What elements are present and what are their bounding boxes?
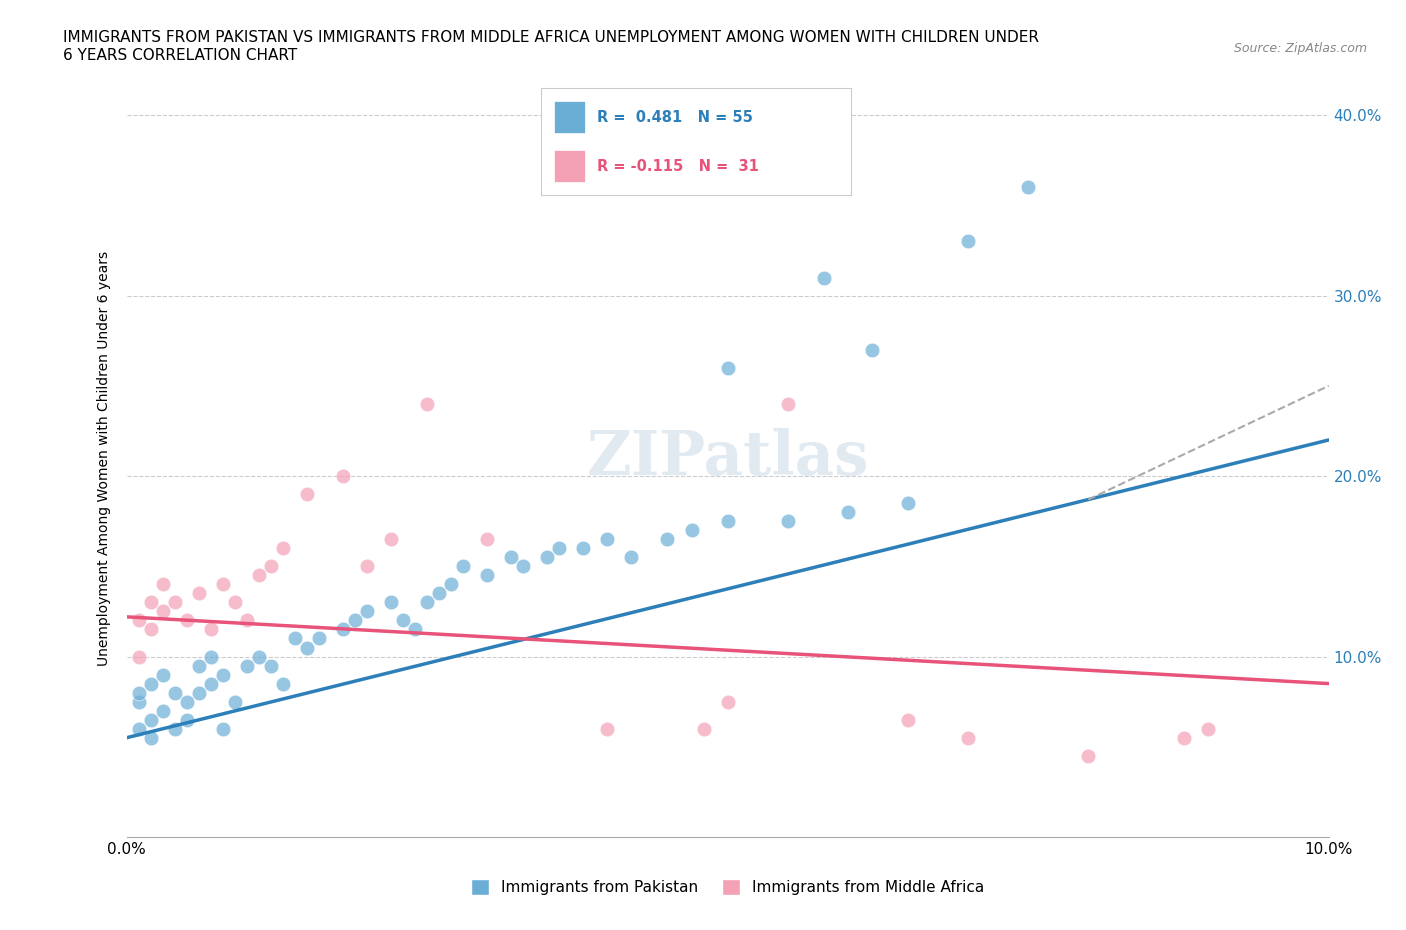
Point	[200, 622, 222, 637]
Point	[295, 486, 318, 501]
Point	[657, 532, 679, 547]
Point	[271, 676, 294, 691]
Point	[332, 622, 354, 637]
Point	[128, 649, 150, 664]
Point	[692, 722, 714, 737]
Point	[235, 613, 259, 628]
Point	[1077, 749, 1099, 764]
Point	[128, 613, 150, 628]
Point	[308, 631, 330, 646]
Legend: Immigrants from Pakistan, Immigrants from Middle Africa: Immigrants from Pakistan, Immigrants fro…	[465, 873, 990, 901]
Point	[343, 613, 366, 628]
Point	[332, 469, 354, 484]
Point	[897, 496, 920, 511]
Point	[380, 595, 402, 610]
Point	[139, 730, 162, 745]
Point	[548, 541, 571, 556]
Point	[271, 541, 294, 556]
Text: R = -0.115   N =  31: R = -0.115 N = 31	[598, 159, 759, 174]
Text: IMMIGRANTS FROM PAKISTAN VS IMMIGRANTS FROM MIDDLE AFRICA UNEMPLOYMENT AMONG WOM: IMMIGRANTS FROM PAKISTAN VS IMMIGRANTS F…	[63, 30, 1039, 45]
Point	[356, 604, 378, 618]
Point	[813, 270, 835, 285]
Point	[716, 360, 740, 375]
Point	[224, 694, 246, 709]
Point	[247, 568, 270, 583]
Text: R =  0.481   N = 55: R = 0.481 N = 55	[598, 110, 752, 125]
Point	[152, 604, 174, 618]
Point	[776, 396, 799, 411]
Point	[716, 694, 740, 709]
Point	[152, 577, 174, 591]
Point	[260, 559, 283, 574]
Point	[356, 559, 378, 574]
Point	[163, 685, 186, 700]
Text: ZIPatlas: ZIPatlas	[586, 428, 869, 488]
Point	[572, 541, 595, 556]
Point	[187, 658, 209, 673]
Point	[501, 550, 523, 565]
Point	[404, 622, 426, 637]
Point	[163, 595, 186, 610]
Point	[596, 532, 619, 547]
Point	[211, 577, 233, 591]
Point	[128, 694, 150, 709]
Point	[1017, 179, 1039, 194]
Point	[440, 577, 463, 591]
Point	[416, 396, 439, 411]
Point	[416, 595, 439, 610]
Point	[512, 559, 534, 574]
Text: Source: ZipAtlas.com: Source: ZipAtlas.com	[1233, 42, 1367, 55]
Point	[956, 730, 979, 745]
Point	[427, 586, 450, 601]
Point	[176, 613, 198, 628]
Point	[163, 722, 186, 737]
Point	[536, 550, 558, 565]
Point	[152, 667, 174, 682]
Point	[837, 505, 859, 520]
Point	[187, 685, 209, 700]
Point	[247, 649, 270, 664]
Point	[176, 694, 198, 709]
Point	[1197, 722, 1219, 737]
Point	[380, 532, 402, 547]
Point	[139, 622, 162, 637]
Point	[211, 722, 233, 737]
Bar	[554, 151, 585, 182]
Bar	[554, 101, 585, 133]
Point	[152, 703, 174, 718]
Point	[620, 550, 643, 565]
Point	[860, 342, 883, 357]
Text: 6 YEARS CORRELATION CHART: 6 YEARS CORRELATION CHART	[63, 48, 298, 63]
Point	[200, 649, 222, 664]
Point	[776, 513, 799, 528]
Point	[139, 712, 162, 727]
Point	[392, 613, 415, 628]
Point	[176, 712, 198, 727]
Point	[956, 234, 979, 249]
Point	[897, 712, 920, 727]
Point	[200, 676, 222, 691]
Point	[128, 722, 150, 737]
Point	[211, 667, 233, 682]
Point	[260, 658, 283, 673]
Point	[475, 568, 498, 583]
Point	[681, 523, 703, 538]
Point	[139, 676, 162, 691]
Point	[451, 559, 474, 574]
Point	[187, 586, 209, 601]
Point	[284, 631, 307, 646]
Y-axis label: Unemployment Among Women with Children Under 6 years: Unemployment Among Women with Children U…	[97, 250, 111, 666]
Point	[596, 722, 619, 737]
Point	[295, 640, 318, 655]
Point	[1173, 730, 1195, 745]
Point	[224, 595, 246, 610]
Point	[139, 595, 162, 610]
Point	[235, 658, 259, 673]
Point	[716, 513, 740, 528]
Point	[128, 685, 150, 700]
Point	[475, 532, 498, 547]
